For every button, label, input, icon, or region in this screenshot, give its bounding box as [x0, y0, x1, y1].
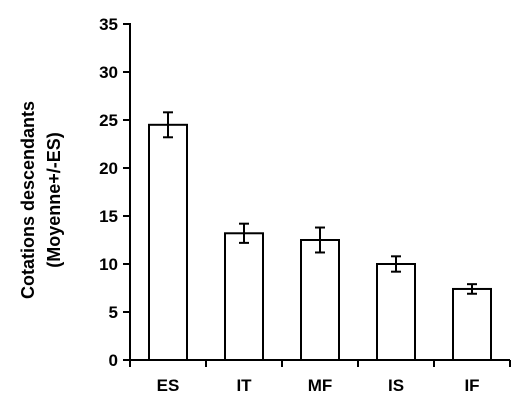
y-axis-title-line1: Cotations descendants — [18, 101, 38, 299]
y-tick-label: 0 — [109, 351, 118, 370]
x-tick-label-es: ES — [157, 376, 180, 395]
y-axis-title: Cotations descendants (Moyenne+/-ES) — [18, 101, 64, 299]
bar-es — [148, 123, 188, 361]
bar-if — [452, 287, 492, 361]
x-axis-ticks — [129, 360, 511, 367]
y-tick-label: 15 — [99, 207, 118, 226]
bar-mf — [300, 239, 340, 361]
x-tick-label-mf: MF — [308, 376, 333, 395]
y-tick-label: 5 — [109, 303, 118, 322]
y-tick-label: 35 — [99, 15, 118, 34]
x-tick-label-if: IF — [464, 376, 479, 395]
bar-it — [224, 232, 264, 361]
y-tick-label: 25 — [99, 111, 118, 130]
y-tick-label: 30 — [99, 63, 118, 82]
x-axis-labels: ES IT MF IS IF — [157, 376, 480, 395]
y-tick-label: 20 — [99, 159, 118, 178]
x-tick-label-it: IT — [236, 376, 252, 395]
bar-is — [376, 263, 416, 361]
x-tick-label-is: IS — [388, 376, 404, 395]
y-axis-title-line2: (Moyenne+/-ES) — [44, 132, 64, 268]
error-bars — [163, 111, 477, 295]
y-tick-label: 10 — [99, 255, 118, 274]
bars — [148, 123, 492, 361]
y-axis-ticks: 0 5 10 15 20 25 30 35 — [99, 15, 130, 370]
